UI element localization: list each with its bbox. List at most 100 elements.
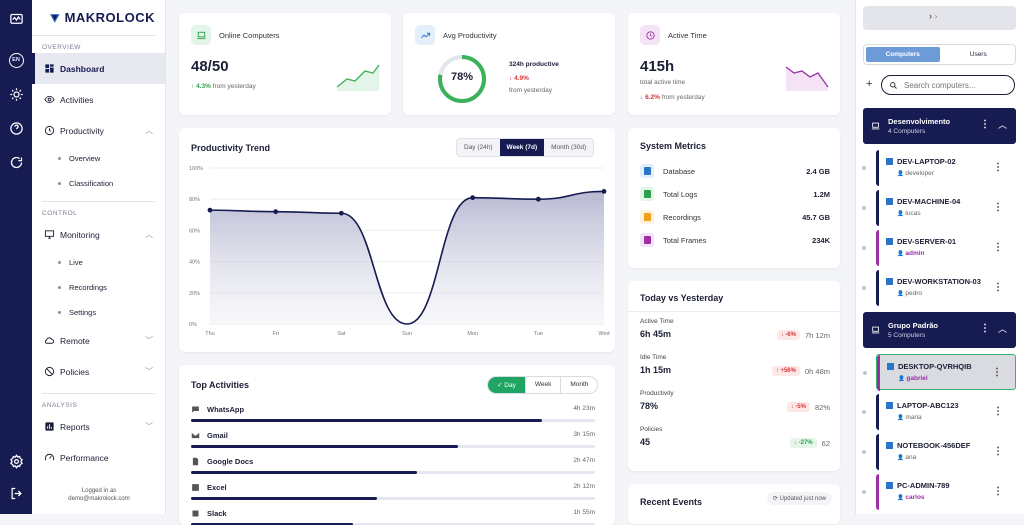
add-computer-button[interactable]: +	[866, 78, 873, 90]
clock-icon	[640, 25, 660, 45]
help-icon[interactable]	[0, 111, 32, 145]
computer-item[interactable]: NOTEBOOK-456DEF 👤 ana ⋮	[862, 434, 1016, 470]
divider	[42, 201, 155, 202]
nav-dashboard[interactable]: Dashboard	[32, 53, 165, 84]
language-label: EN	[8, 52, 24, 68]
group-menu-icon[interactable]: ⋮	[980, 323, 990, 334]
computer-name: DEV-WORKSTATION-03	[897, 277, 981, 286]
monitor-activity-icon[interactable]	[0, 2, 32, 36]
computer-user-name: developer	[905, 170, 934, 177]
computer-item[interactable]: DESKTOP-QVRHQIB 👤 gabriel ⋮	[863, 354, 1016, 391]
group-name: Grupo Padrão	[888, 321, 939, 330]
trend-range-tabs: Day (24h) Week (7d) Month (30d)	[456, 138, 595, 157]
nav-performance[interactable]: Performance	[32, 442, 165, 473]
computer-name: PC-ADMIN-789	[897, 481, 950, 490]
avg-productivity-value: 78%	[450, 71, 474, 83]
compare-yesterday: 82%	[814, 402, 830, 412]
nav-dashboard-label: Dashboard	[60, 63, 105, 74]
chevron-right-icon: ›	[929, 11, 932, 21]
laptop-icon	[191, 25, 211, 45]
y-tick-label: 60%	[189, 228, 200, 234]
more-menu-icon[interactable]: ⋮	[993, 406, 1003, 417]
section-control: CONTROL	[42, 210, 78, 217]
refresh-icon[interactable]	[0, 145, 32, 179]
activity-time: 2h 47m	[573, 457, 595, 464]
database-icon	[640, 164, 654, 178]
nav-monitoring[interactable]: Monitoring ︿	[32, 219, 165, 250]
recent-events-title: Recent Events	[640, 497, 703, 507]
nav-activities[interactable]: Activities	[32, 84, 165, 115]
more-menu-icon[interactable]: ⋮	[993, 242, 1003, 253]
search-input[interactable]	[904, 80, 1004, 90]
more-menu-icon[interactable]: ⋮	[993, 446, 1003, 457]
system-metrics-title: System Metrics	[640, 141, 707, 151]
user-icon: 👤	[897, 495, 906, 501]
language-button[interactable]: EN	[0, 43, 32, 77]
nav-productivity[interactable]: Productivity ︿	[32, 115, 165, 146]
compare-today: 6h 45m	[640, 329, 672, 339]
logout-icon[interactable]	[0, 476, 32, 510]
theme-toggle-icon[interactable]	[0, 77, 32, 111]
y-tick-label: 40%	[189, 260, 200, 266]
nav-policies[interactable]: Policies ﹀	[32, 356, 165, 387]
status-dot	[862, 450, 866, 454]
computer-user: 👤 developer	[897, 170, 934, 177]
panel-collapse-bar[interactable]: › ›	[863, 6, 1016, 30]
tab-users[interactable]: Users	[969, 51, 987, 58]
group-menu-icon[interactable]: ⋮	[980, 119, 990, 130]
nav-reports[interactable]: Reports ﹀	[32, 411, 165, 442]
chevron-up-icon: ︿	[145, 230, 153, 239]
computer-user: 👤 gabriel	[898, 375, 928, 382]
video-icon	[640, 210, 654, 224]
x-tick-label: Wed	[598, 331, 609, 337]
productivity-trend-title: Productivity Trend	[191, 143, 271, 153]
computer-name: DESKTOP-QVRHQIB	[898, 362, 972, 371]
more-menu-icon[interactable]: ⋮	[992, 367, 1002, 378]
status-dot	[862, 286, 866, 290]
computer-item[interactable]: DEV-MACHINE-04 👤 lucas ⋮	[862, 190, 1016, 226]
nav-monitoring-live[interactable]: Live	[32, 250, 165, 275]
nav-monitoring-settings[interactable]: Settings	[32, 300, 165, 325]
tab-day[interactable]: Day (24h)	[464, 144, 493, 151]
section-overview: OVERVIEW	[42, 44, 81, 51]
computer-user: 👤 carlos	[897, 494, 925, 501]
status-dot	[862, 490, 866, 494]
nav-reports-label: Reports	[60, 421, 90, 432]
activity-row: Slack 1h 55m	[191, 509, 595, 525]
group-header[interactable]: Desenvolvimento 4 Computers ⋮ ︿	[863, 108, 1016, 144]
more-menu-icon[interactable]: ⋮	[993, 202, 1003, 213]
compare-right: ↓ -6% 7h 12m	[776, 330, 830, 340]
trend-down-icon: ↓	[640, 94, 646, 101]
nav-productivity-overview[interactable]: Overview	[32, 146, 165, 171]
nav-monitoring-recordings[interactable]: Recordings	[32, 275, 165, 300]
nav-productivity-classification[interactable]: Classification	[32, 171, 165, 196]
tab-month[interactable]: Month (30d)	[551, 144, 587, 151]
more-menu-icon[interactable]: ⋮	[993, 282, 1003, 293]
tab-activities-week[interactable]: Week	[524, 377, 561, 393]
chevron-up-icon[interactable]: ︿	[997, 120, 1007, 130]
group-header[interactable]: Grupo Padrão 5 Computers ⋮ ︿	[863, 312, 1016, 348]
computer-item[interactable]: DEV-LAPTOP-02 👤 developer ⋮	[862, 150, 1016, 186]
activity-row: Excel 2h 12m	[191, 483, 595, 500]
computer-user: 👤 lucas	[897, 210, 921, 217]
more-menu-icon[interactable]: ⋮	[993, 162, 1003, 173]
computer-item[interactable]: LAPTOP-ABC123 👤 maria ⋮	[862, 394, 1016, 430]
tab-activities-month[interactable]: Month	[560, 377, 597, 393]
tab-week[interactable]: Week (7d)	[499, 139, 545, 156]
computer-item[interactable]: DEV-WORKSTATION-03 👤 pedro ⋮	[862, 270, 1016, 306]
chevron-up-icon[interactable]: ︿	[997, 324, 1007, 334]
document-icon	[192, 457, 199, 466]
user-icon: 👤	[897, 171, 906, 177]
metric-icon-shape	[643, 167, 651, 175]
more-menu-icon[interactable]: ⋮	[993, 486, 1003, 497]
mail-icon	[191, 432, 200, 439]
tab-activities-day[interactable]: ✓ Day	[488, 377, 525, 393]
computer-item[interactable]: PC-ADMIN-789 👤 carlos ⋮	[862, 474, 1016, 510]
spreadsheet-icon	[192, 484, 199, 491]
settings-gear-icon[interactable]	[0, 444, 32, 478]
computer-item[interactable]: DEV-SERVER-01 👤 admin ⋮	[862, 230, 1016, 266]
y-tick-label: 100%	[189, 166, 203, 172]
tab-computers[interactable]: Computers	[864, 45, 942, 64]
nav-remote[interactable]: Remote ﹀	[32, 325, 165, 356]
search-box	[881, 75, 1015, 95]
